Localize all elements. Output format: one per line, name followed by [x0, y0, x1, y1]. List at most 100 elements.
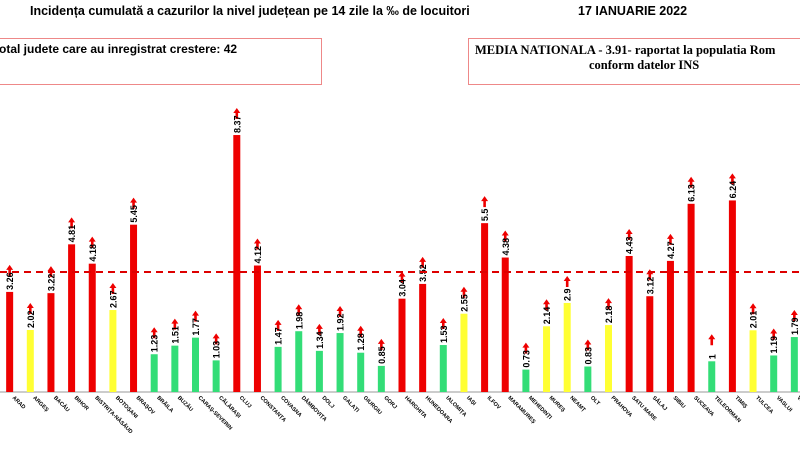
- increase-arrow-icon: [26, 302, 34, 314]
- value-label-10: 1.51: [170, 326, 180, 344]
- value-label-27: 0.73: [521, 350, 531, 368]
- bar-17: [315, 350, 323, 392]
- increase-arrow-icon: [150, 327, 158, 339]
- increase-arrow-icon: [419, 256, 427, 268]
- bar-14: [253, 265, 261, 392]
- increase-arrow-icon: [233, 108, 241, 120]
- value-label-29: 2.9: [563, 288, 573, 301]
- value-label-36: 1: [707, 354, 717, 359]
- county-label-5: BIHOR: [73, 395, 90, 412]
- bar-5: [68, 244, 76, 392]
- county-label-37: TIMIȘ: [733, 395, 748, 410]
- increase-arrow-icon: [728, 173, 736, 185]
- bar-35: [687, 203, 695, 392]
- value-label-9: 1.23: [150, 335, 160, 353]
- bar-10: [171, 345, 179, 392]
- increase-arrow-icon: [253, 238, 261, 250]
- value-label-28: 2.14: [542, 307, 552, 325]
- increase-arrow-icon: [357, 325, 365, 337]
- value-label-25: 5.5: [480, 209, 490, 222]
- county-label-2: ARAD: [11, 395, 26, 410]
- increase-arrow-icon: [584, 339, 592, 351]
- increase-arrow-icon: [192, 310, 199, 322]
- county-label-4: BACĂU: [52, 394, 71, 413]
- increase-arrow-icon: [522, 342, 530, 354]
- increase-arrow-icon: [377, 338, 385, 350]
- increase-arrow-icon: [708, 334, 716, 346]
- increase-count-text: otal judete care au inregistrat crestere…: [0, 42, 238, 56]
- bar-12: [212, 360, 220, 392]
- value-label-21: 3.04: [398, 279, 408, 297]
- increase-arrow-icon: [666, 233, 674, 245]
- bar-32: [625, 255, 633, 392]
- increase-arrow-icon: [68, 217, 76, 229]
- value-label-15: 1.47: [274, 327, 284, 345]
- county-label-38: TULCEA: [754, 395, 774, 415]
- value-label-30: 0.83: [583, 347, 593, 365]
- bar-18: [336, 333, 344, 392]
- value-label-38: 2.01: [749, 311, 759, 329]
- increase-arrow-icon: [501, 230, 509, 242]
- value-label-35: 6.13: [687, 184, 697, 202]
- bar-6: [88, 263, 96, 392]
- date-label: 17 IANUARIE 2022: [578, 4, 688, 18]
- value-label-5: 4.81: [67, 225, 77, 243]
- county-label-13: CLUJ: [238, 395, 252, 409]
- county-label-9: BRĂILA: [155, 394, 175, 414]
- bar-19: [357, 352, 365, 392]
- bar-21: [398, 298, 406, 392]
- increase-arrow-icon: [315, 323, 323, 335]
- increase-arrow-icon: [274, 319, 282, 331]
- value-label-18: 1.92: [336, 314, 346, 332]
- value-label-20: 0.85: [377, 346, 387, 364]
- national-average-box: MEDIA NATIONALA - 3.91- raportat la popu…: [468, 38, 800, 85]
- increase-arrow-icon: [770, 328, 778, 340]
- increase-arrow-icon: [481, 196, 489, 208]
- bar-13: [233, 135, 241, 392]
- bar-40: [790, 337, 798, 392]
- county-label-17: DOLJ: [320, 395, 335, 410]
- county-label-24: IAȘI: [465, 395, 477, 407]
- increase-arrow-icon: [336, 306, 344, 318]
- county-label-10: BUZĂU: [176, 394, 195, 413]
- bar-4: [47, 293, 55, 392]
- value-label-16: 1.98: [294, 312, 304, 330]
- bar-24: [460, 313, 468, 392]
- value-label-7: 2.67: [108, 290, 118, 308]
- county-label-31: PRAHOVA: [610, 395, 633, 418]
- bar-28: [543, 326, 551, 392]
- increase-count-box: otal judete care au inregistrat crestere…: [0, 38, 322, 85]
- increase-arrow-icon: [460, 286, 468, 298]
- bar-15: [274, 346, 282, 392]
- bar-34: [666, 260, 674, 392]
- increase-arrow-icon: [625, 228, 633, 240]
- bar-33: [646, 296, 654, 392]
- county-label-35: SUCEAVA: [692, 395, 715, 418]
- increase-arrow-icon: [171, 318, 179, 330]
- value-label-4: 3.22: [46, 274, 56, 292]
- value-label-40: 1.79: [790, 318, 800, 336]
- value-label-17: 1.34: [315, 331, 325, 349]
- value-label-37: 6.24: [728, 181, 738, 199]
- increase-arrow-icon: [687, 176, 695, 188]
- bar-39: [770, 355, 778, 392]
- value-label-33: 3.12: [645, 277, 655, 295]
- increase-arrow-icon: [605, 298, 612, 310]
- increase-arrow-icon: [130, 197, 138, 209]
- page-title: Incidența cumulată a cazurilor la nivel …: [30, 4, 470, 18]
- bar-30: [584, 366, 592, 392]
- increase-arrow-icon: [749, 303, 757, 315]
- increase-arrow-icon: [212, 333, 220, 345]
- value-label-34: 4.27: [666, 241, 676, 259]
- bar-27: [522, 369, 530, 392]
- value-label-24: 2.55: [459, 294, 469, 312]
- value-label-2: 3.26: [5, 272, 15, 290]
- increase-arrow-icon: [398, 271, 406, 283]
- county-label-29: NEAMȚ: [568, 395, 587, 414]
- value-label-3: 2.02: [26, 310, 36, 328]
- value-label-13: 8.37: [232, 116, 242, 134]
- county-label-40: VÂLCEA: [795, 394, 800, 415]
- national-average-line1: MEDIA NATIONALA - 3.91- raportat la popu…: [475, 43, 776, 57]
- increase-arrow-icon: [439, 318, 447, 330]
- value-label-12: 1.03: [212, 341, 222, 359]
